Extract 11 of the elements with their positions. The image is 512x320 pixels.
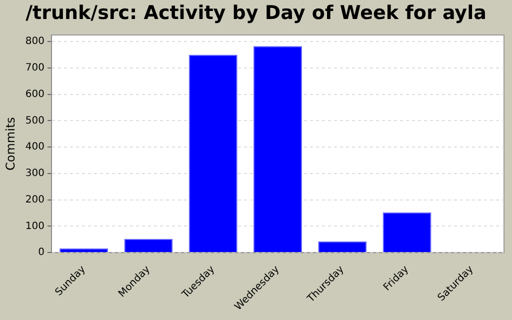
y-tick-label: 700: [25, 62, 44, 74]
chart-title: /trunk/src: Activity by Day of Week for ayla: [24, 1, 488, 26]
y-tick-label: 400: [25, 142, 44, 153]
y-tick-label: 300: [25, 168, 44, 180]
y-axis-title: Commits: [3, 117, 18, 170]
y-tick-label: 600: [25, 88, 44, 100]
y-tick-label: 800: [25, 36, 44, 48]
y-tick-label: 0: [38, 247, 44, 258]
y-tick-label: 200: [25, 194, 44, 206]
y-tick-label: 500: [25, 115, 44, 126]
y-tick-label: 100: [25, 220, 44, 232]
